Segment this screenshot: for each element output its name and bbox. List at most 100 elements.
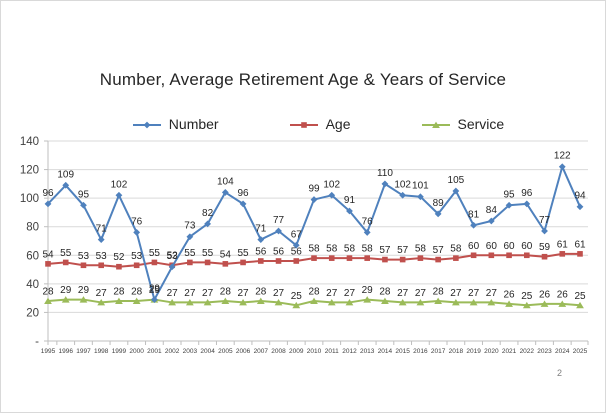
service-series-marker [239, 299, 247, 306]
service-series-marker [469, 299, 478, 306]
number-data-label: 76 [362, 216, 374, 227]
age-data-label: 58 [344, 244, 356, 255]
number-data-label: 71 [96, 224, 108, 235]
service-data-label: 27 [486, 288, 498, 299]
number-data-label: 81 [468, 209, 480, 220]
x-tick-label: 2007 [254, 348, 269, 355]
x-tick-label: 2020 [484, 348, 499, 355]
age-data-label: 60 [521, 241, 533, 252]
number-series-marker [541, 227, 548, 235]
x-tick-label: 1997 [76, 348, 91, 355]
service-data-label: 27 [450, 288, 462, 299]
y-tick-label: 60 [26, 250, 39, 262]
number-series-marker [168, 263, 176, 271]
number-series-marker [399, 191, 407, 199]
y-tick-label: 120 [20, 165, 39, 177]
age-data-label: 61 [557, 239, 569, 250]
number-data-label: 96 [238, 188, 250, 199]
legend-label-number: Number [168, 116, 219, 132]
legend-item-age: Age [289, 116, 351, 132]
service-series-marker [363, 296, 372, 303]
age-series-marker [346, 255, 353, 261]
number-series-marker [115, 191, 123, 199]
age-series-marker [258, 258, 264, 264]
number-data-label: 99 [308, 184, 320, 195]
number-data-label: 102 [323, 179, 340, 190]
number-data-label: 101 [412, 181, 429, 192]
age-data-label: 56 [291, 247, 303, 258]
service-data-label: 27 [344, 288, 356, 299]
x-tick-label: 2021 [502, 348, 517, 355]
service-data-label: 27 [273, 288, 285, 299]
x-tick-label: 2019 [466, 348, 481, 355]
y-tick-label: 40 [26, 279, 39, 291]
service-data-label: 27 [415, 288, 427, 299]
number-series-marker [381, 180, 389, 188]
age-series-marker [506, 252, 512, 259]
age-series-marker [151, 259, 158, 266]
age-series-marker [328, 255, 335, 261]
number-data-label: 52 [167, 251, 179, 262]
age-data-label: 53 [131, 251, 143, 262]
number-data-label: 110 [377, 168, 393, 179]
age-series-marker [62, 259, 69, 266]
legend-item-number: Number [132, 116, 219, 132]
service-data-label: 29 [362, 285, 374, 296]
service-series-marker [132, 297, 141, 304]
x-tick-label: 2005 [218, 348, 233, 355]
number-series-marker [80, 201, 87, 209]
age-data-label: 53 [167, 251, 179, 262]
age-data-label: 57 [379, 245, 391, 256]
chart-legend: Number Age Service [0, 116, 606, 132]
number-data-label: 96 [521, 188, 533, 199]
age-data-label: 56 [273, 247, 285, 258]
x-tick-label: 2018 [449, 348, 464, 355]
chart-title: Number, Average Retirement Age & Years o… [99, 70, 507, 89]
age-data-label: 55 [60, 248, 72, 259]
number-series-icon [132, 118, 162, 130]
service-series-marker [115, 297, 123, 304]
number-data-label: 77 [539, 215, 551, 226]
age-data-label: 58 [308, 244, 320, 255]
service-series-marker [398, 299, 407, 306]
service-series-marker [61, 296, 70, 303]
number-series-marker [470, 221, 477, 229]
service-series-marker [451, 299, 460, 306]
age-series-marker [470, 252, 477, 259]
number-series-marker [151, 296, 158, 303]
number-series-marker [558, 163, 566, 171]
service-data-label: 28 [255, 287, 267, 298]
y-tick-label: 100 [20, 193, 39, 205]
y-tick-label: 20 [26, 307, 39, 319]
service-data-label: 27 [184, 288, 196, 299]
legend-label-service: Service [457, 116, 505, 132]
age-data-label: 53 [96, 251, 108, 262]
service-data-label: 27 [167, 288, 179, 299]
age-data-label: 55 [238, 248, 250, 259]
number-series-marker [363, 229, 371, 236]
service-series-marker [221, 297, 230, 304]
number-data-label: 96 [42, 188, 54, 199]
x-tick-label: 2004 [200, 348, 215, 355]
x-tick-label: 2015 [395, 348, 410, 355]
number-series-marker [576, 203, 584, 211]
service-series-marker [381, 297, 389, 304]
number-data-label: 102 [111, 179, 128, 190]
number-data-label: 104 [217, 176, 234, 187]
service-data-label: 27 [397, 288, 409, 299]
service-data-label: 26 [557, 289, 569, 300]
service-series-marker [274, 299, 283, 306]
age-data-label: 55 [149, 248, 161, 259]
number-series-marker [97, 236, 105, 243]
number-series-marker [346, 207, 353, 215]
service-series-marker [185, 299, 194, 306]
age-data-label: 59 [539, 242, 551, 253]
service-data-label: 28 [220, 287, 232, 298]
number-data-label: 82 [202, 208, 214, 219]
age-series-marker [382, 256, 388, 263]
service-series-marker [256, 297, 265, 304]
x-tick-label: 1995 [41, 348, 56, 355]
x-tick-label: 2009 [289, 348, 304, 355]
x-tick-label: 1996 [58, 348, 73, 355]
number-data-label: 67 [291, 229, 303, 240]
